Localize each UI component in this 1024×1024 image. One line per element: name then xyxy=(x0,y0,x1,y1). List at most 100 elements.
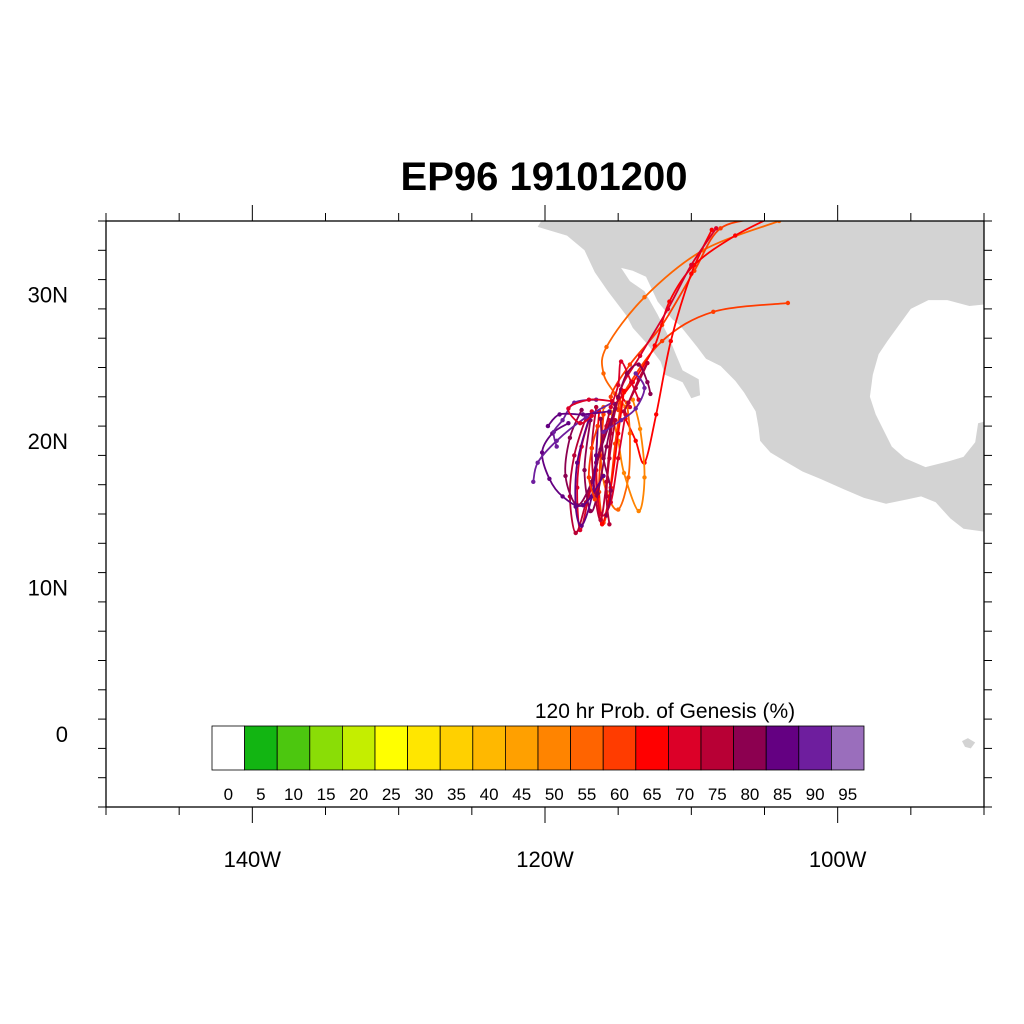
colorbar: 120 hr Prob. of Genesis (%) 0 5 10 15 20 25 30… xyxy=(211,700,865,804)
track-point xyxy=(573,530,578,536)
track-point xyxy=(567,435,573,440)
track-point xyxy=(560,494,565,499)
lon-tick-label: 100W xyxy=(809,847,867,872)
colorbar-label: 0 xyxy=(224,785,233,804)
track-point xyxy=(733,233,738,238)
lon-tick-label: 140W xyxy=(224,847,282,872)
track-point xyxy=(592,497,597,502)
colorbar-label: 30 xyxy=(414,785,433,804)
track-point xyxy=(607,522,612,527)
lat-tick-label: 0 xyxy=(56,722,68,747)
track-point xyxy=(579,523,584,528)
track-point xyxy=(618,359,624,364)
track-point xyxy=(601,456,606,461)
track-point xyxy=(637,353,643,358)
track-point xyxy=(616,382,621,388)
colorbar-box xyxy=(635,725,669,771)
track-point xyxy=(668,338,673,344)
track-point xyxy=(645,360,650,366)
storm-track xyxy=(586,423,600,502)
colorbar-box xyxy=(831,725,865,771)
track-point xyxy=(616,394,621,399)
axis-ticks xyxy=(98,205,992,823)
track-point xyxy=(652,343,657,348)
track-point xyxy=(601,473,606,479)
colorbar-box xyxy=(537,725,571,771)
colorbar-box xyxy=(439,725,474,771)
colorbar-label: 70 xyxy=(675,785,694,804)
track-point xyxy=(575,460,580,465)
track-point xyxy=(577,421,583,426)
track-point xyxy=(627,431,633,436)
track-point xyxy=(586,475,592,480)
track-point xyxy=(711,309,716,314)
colorbar-box xyxy=(700,725,734,771)
track-line xyxy=(587,425,599,500)
track-point xyxy=(777,212,781,216)
track-point xyxy=(616,507,621,512)
track-point xyxy=(626,475,631,480)
track-point xyxy=(616,456,621,461)
lon-tick-label: 120W xyxy=(516,847,574,872)
land-north-america xyxy=(537,221,984,532)
colorbar-label: 75 xyxy=(708,785,727,804)
track-point xyxy=(636,508,641,514)
colorbar-label: 40 xyxy=(480,785,499,804)
storm-track xyxy=(616,362,653,399)
track-point xyxy=(642,475,647,480)
track-point xyxy=(531,479,536,484)
track-point xyxy=(608,488,613,493)
colorbar-boxes xyxy=(211,725,865,771)
track-point xyxy=(595,423,600,429)
track-point xyxy=(582,467,587,473)
map-area xyxy=(106,212,984,807)
track-point xyxy=(554,444,559,449)
track-point xyxy=(633,438,638,443)
track-point xyxy=(665,306,671,312)
track-point xyxy=(604,494,609,499)
track-point xyxy=(621,409,627,414)
track-line xyxy=(605,420,617,525)
map-title: EP96 19101200 xyxy=(401,155,688,199)
track-point xyxy=(624,371,630,376)
track-point xyxy=(563,473,568,479)
track-point xyxy=(621,388,627,394)
track-point xyxy=(689,271,694,276)
colorbar-label: 5 xyxy=(256,785,265,804)
lat-tick-label: 10N xyxy=(28,575,68,600)
track-point xyxy=(589,413,594,418)
track-point xyxy=(535,460,540,465)
track-point xyxy=(580,412,586,417)
colorbar-label: 90 xyxy=(806,785,825,804)
track-layer xyxy=(531,212,791,536)
colorbar-label: 85 xyxy=(773,785,792,804)
track-point xyxy=(642,295,647,300)
colorbar-box xyxy=(765,725,800,771)
storm-track xyxy=(618,226,719,410)
colorbar-box xyxy=(276,725,311,771)
colorbar-box xyxy=(211,725,245,771)
track-point xyxy=(573,504,578,509)
track-point xyxy=(621,470,627,476)
colorbar-label: 80 xyxy=(740,785,759,804)
track-point xyxy=(642,385,647,391)
track-point xyxy=(580,503,586,508)
storm-track xyxy=(604,418,618,527)
track-point xyxy=(637,426,643,432)
colorbar-label: 10 xyxy=(284,785,303,804)
track-point xyxy=(633,385,638,391)
track-point xyxy=(595,491,600,496)
track-point xyxy=(551,429,556,435)
track-point xyxy=(604,344,609,350)
track-point xyxy=(607,456,612,461)
track-point xyxy=(547,476,552,481)
storm-track xyxy=(582,401,618,514)
colorbar-box xyxy=(407,725,441,771)
track-point xyxy=(633,406,638,411)
colorbar-title: 120 hr Prob. of Genesis (%) xyxy=(535,700,795,723)
lat-tick-label: 30N xyxy=(28,282,68,307)
track-point xyxy=(588,508,593,514)
track-point xyxy=(583,415,589,420)
colorbar-label: 15 xyxy=(317,785,336,804)
track-point xyxy=(579,407,584,413)
